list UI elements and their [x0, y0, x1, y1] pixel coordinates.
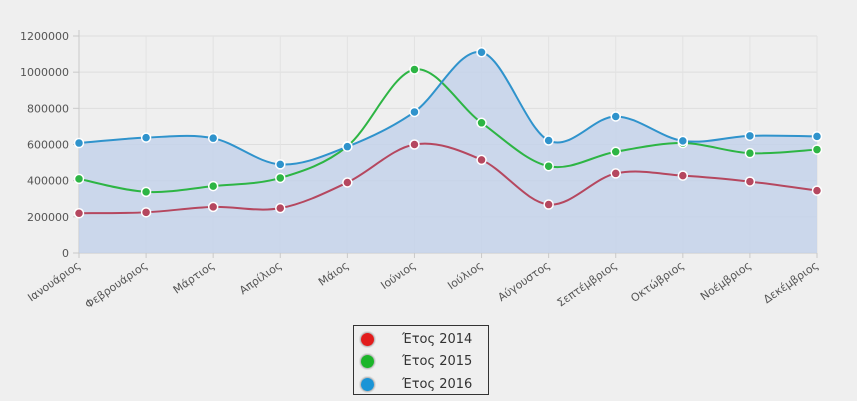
legend-label: Έτος 2016 — [402, 376, 473, 392]
data-point-2016 — [610, 111, 621, 122]
data-point-2016 — [140, 132, 152, 143]
data-point-2016 — [73, 137, 85, 149]
data-point-2015 — [73, 173, 85, 185]
data-point-2015 — [543, 160, 554, 172]
data-point-2014 — [207, 201, 219, 213]
x-tick-label: Οκτώβριος — [628, 259, 686, 305]
x-tick-label: Μάιος — [316, 259, 351, 289]
data-point-2015 — [811, 144, 823, 155]
data-point-2016 — [207, 132, 219, 144]
data-point-2015 — [409, 64, 420, 75]
legend-label: Έτος 2014 — [402, 331, 473, 347]
data-point-2014 — [677, 170, 689, 181]
x-tick-label: Ιανουάριος — [25, 259, 82, 305]
legend-swatch — [360, 331, 375, 347]
data-point-2015 — [610, 146, 621, 157]
data-point-2015 — [140, 186, 152, 198]
x-tick-label: Αύγουστος — [496, 259, 553, 304]
data-point-2014 — [409, 139, 420, 150]
legend: Έτος 2014 Έτος 2015 Έτος 2016 — [353, 325, 489, 395]
legend-swatch — [360, 376, 375, 392]
y-tick-label: 600000 — [27, 139, 69, 152]
data-point-2014 — [342, 177, 353, 188]
data-point-2016 — [811, 131, 823, 142]
data-point-2014 — [73, 207, 85, 219]
data-point-2015 — [275, 172, 286, 184]
data-point-2014 — [744, 176, 756, 187]
legend-label: Έτος 2015 — [402, 354, 473, 370]
y-tick-label: 200000 — [27, 211, 69, 224]
data-point-2015 — [476, 117, 487, 129]
legend-item-2015[interactable]: Έτος 2015 — [354, 351, 488, 374]
data-point-2014 — [610, 168, 621, 179]
x-tick-label: Απρίλιος — [237, 259, 284, 297]
x-tick-label: Μάρτιος — [171, 259, 217, 297]
x-tick-label: Ιούλιος — [445, 259, 485, 292]
y-tick-label: 1200000 — [20, 30, 69, 43]
x-tick-label: Ιούνιος — [378, 259, 418, 292]
y-tick-label: 400000 — [27, 175, 69, 188]
data-point-2014 — [275, 202, 286, 214]
data-point-2015 — [207, 180, 219, 192]
legend-swatch — [360, 354, 375, 370]
y-tick-label: 0 — [62, 247, 69, 260]
data-point-2016 — [476, 47, 487, 58]
x-tick-label: Σεπτέμβριος — [555, 259, 620, 310]
data-point-2016 — [543, 135, 554, 146]
x-tick-label: Νοέμβριος — [698, 259, 754, 303]
data-point-2016 — [744, 130, 756, 142]
legend-item-2016[interactable]: Έτος 2016 — [354, 373, 488, 396]
data-point-2016 — [275, 159, 286, 170]
legend-item-2014[interactable]: Έτος 2014 — [354, 328, 488, 351]
data-point-2016 — [677, 135, 689, 147]
data-point-2014 — [476, 154, 487, 166]
y-tick-label: 1000000 — [20, 66, 69, 79]
series-area-2016 — [79, 51, 817, 253]
x-tick-label: Φεβρουάριος — [83, 259, 150, 311]
x-tick-label: Δεκέμβριος — [761, 259, 821, 306]
data-point-2016 — [409, 106, 420, 118]
y-tick-label: 800000 — [27, 102, 69, 115]
data-point-2014 — [811, 185, 823, 196]
data-point-2015 — [744, 147, 756, 159]
data-point-2016 — [342, 141, 353, 152]
data-point-2014 — [140, 207, 152, 218]
data-point-2014 — [543, 199, 554, 210]
